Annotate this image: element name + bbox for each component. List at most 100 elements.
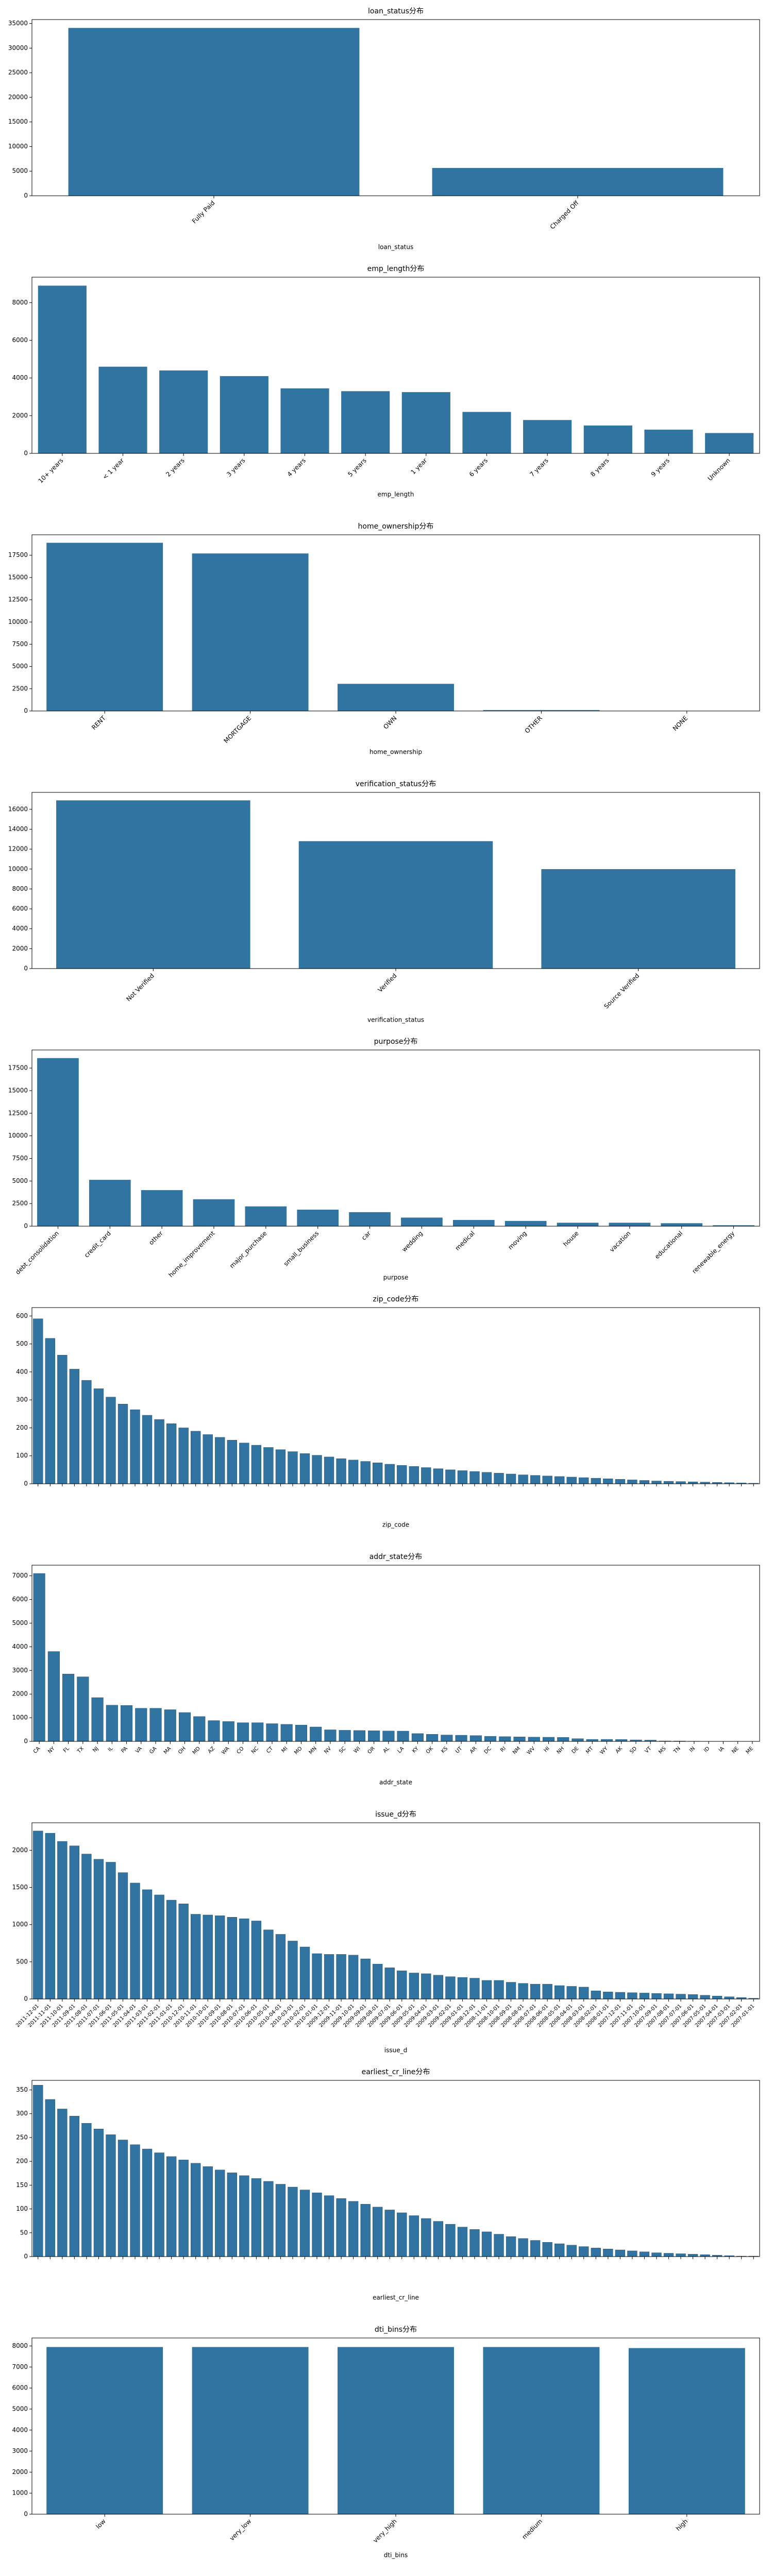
x-tick-label: NE [731,1745,740,1755]
x-tick-label: RENT [90,714,107,731]
x-tick-label: OWN [382,715,398,731]
x-tick-label: CO [236,1745,245,1755]
y-tick-label: 10000 [8,865,28,872]
x-tick-label: TX [76,1745,85,1755]
y-tick-label: 0 [24,707,28,715]
x-tick-label: credit_card [83,1230,112,1259]
bar [135,1708,147,1742]
bar [288,1941,298,1999]
axes-frame [31,534,760,711]
bar [566,1477,577,1484]
bar [579,2246,589,2257]
bar [312,1953,322,1999]
y-tick-label: 12500 [8,1109,28,1116]
y-tick-label: 2000 [12,412,28,419]
x-tick-label: renewable_energy [691,1230,736,1275]
y-tick-label: 10000 [8,143,28,150]
y-tick-label: 300 [16,1396,28,1403]
y-tick-label: 6000 [12,905,28,912]
x-tick-label: NY [47,1745,56,1755]
bar [93,1388,104,1484]
y-tick-label: 2000 [12,1846,28,1854]
x-tick-label: Unknown [706,457,731,482]
bar [644,429,693,453]
bar [676,1481,686,1484]
y-tick-label: 300 [16,2110,28,2117]
x-tick-label: NV [323,1745,332,1755]
bar [572,1738,584,1742]
chart-panel: home_ownership分布 0 2500 5000 7500 10000 12500 1… [8,522,760,756]
y-tick-label: 5000 [12,663,28,670]
x-tick-label: WY [599,1745,610,1756]
bar [69,2116,80,2257]
x-tick-label: MORTGAGE [223,715,253,745]
bar [687,2254,698,2257]
bar [192,553,309,711]
x-axis-label: earliest_cr_line [373,2294,419,2301]
bar [481,2231,492,2257]
x-tick-label: MI [280,1745,289,1754]
bar [566,1986,577,1999]
bar [481,1472,492,1484]
bar [483,2347,600,2514]
x-tick-label: MD [192,1745,202,1756]
x-tick-label: ID [703,1745,711,1754]
x-tick-label: other [147,1230,164,1247]
bar [591,2248,601,2257]
bar [338,684,454,711]
y-tick-label: 6000 [12,1596,28,1603]
y-tick-label: 3000 [12,2447,28,2454]
bar [360,1958,371,1999]
bar [142,2148,153,2257]
y-tick-label: 350 [16,2086,28,2093]
x-tick-label: MO [293,1745,304,1756]
bar [77,1676,89,1742]
x-tick-label: house [562,1230,580,1248]
bar [193,1199,235,1226]
bar [483,710,600,711]
bar [203,1434,213,1484]
x-tick-label: 4 years [286,457,307,478]
y-tick-label: 100 [16,2205,28,2212]
bar [705,433,754,453]
bar [421,1973,431,1999]
x-tick-label: MN [308,1745,318,1755]
bar [338,2347,454,2514]
bar [505,1221,547,1226]
chart-title: home_ownership分布 [358,522,434,531]
x-axis-label: loan_status [378,244,414,251]
x-tick-label: major_purchase [228,1230,268,1270]
x-axis-label: emp_length [378,491,414,498]
y-tick-label: 8000 [12,299,28,306]
y-tick-label: 8000 [12,2342,28,2349]
bar [481,1980,492,1999]
bar [579,1477,589,1484]
bar [518,1983,528,1999]
bar [627,2250,637,2257]
bar [130,2144,140,2257]
bar [62,1673,75,1742]
bar [47,1651,60,1742]
x-tick-label: high [675,2518,689,2532]
bar [178,2160,189,2257]
bar [452,1219,495,1226]
bar [713,1225,754,1226]
bar [457,1470,468,1484]
y-tick-label: 2000 [12,2468,28,2476]
chart-title: loan_status分布 [368,7,424,15]
y-tick-label: 25000 [8,69,28,76]
chart-panel: addr_state分布 0 1000 2000 3000 4000 5000 6000 700… [12,1553,760,1786]
x-axis-label: home_ownership [369,749,422,756]
bar [191,1914,201,1999]
y-tick-label: 4000 [12,374,28,381]
bar [554,2243,565,2257]
bar [275,1934,286,1999]
bar [627,1480,637,1484]
bar [348,1955,359,1999]
bar [215,1437,225,1484]
y-tick-label: 10000 [8,618,28,625]
bar [37,1058,79,1226]
bar [312,2192,322,2257]
y-tick-label: 500 [16,1340,28,1347]
